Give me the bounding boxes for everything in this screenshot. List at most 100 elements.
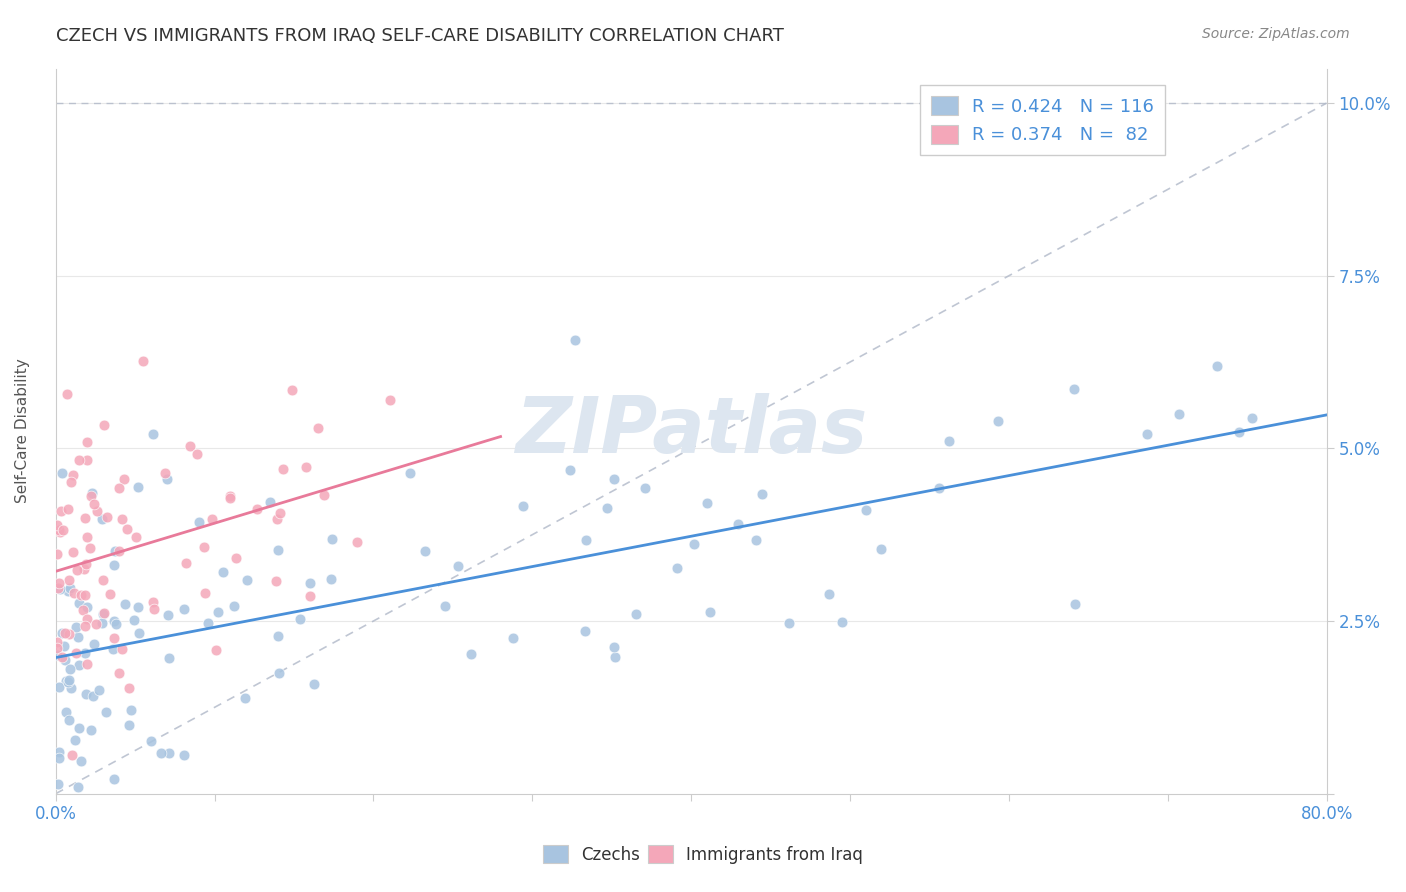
Point bbox=[413, 544, 436, 558]
Point bbox=[173, 602, 195, 616]
Point bbox=[55, 673, 77, 688]
Point bbox=[76, 530, 98, 544]
Point bbox=[267, 629, 290, 643]
Point bbox=[321, 533, 343, 547]
Point bbox=[603, 640, 626, 655]
Point bbox=[603, 650, 626, 665]
Point bbox=[288, 612, 311, 626]
Text: CZECH VS IMMIGRANTS FROM IRAQ SELF-CARE DISABILITY CORRELATION CHART: CZECH VS IMMIGRANTS FROM IRAQ SELF-CARE … bbox=[56, 27, 785, 45]
Point bbox=[264, 574, 287, 588]
Point bbox=[938, 434, 960, 448]
Point bbox=[75, 618, 97, 632]
Point bbox=[696, 496, 718, 510]
Point bbox=[104, 543, 127, 558]
Point bbox=[89, 682, 111, 697]
Point bbox=[65, 620, 87, 634]
Point bbox=[63, 733, 86, 747]
Point bbox=[59, 681, 82, 695]
Text: Source: ZipAtlas.com: Source: ZipAtlas.com bbox=[1202, 27, 1350, 41]
Point bbox=[82, 689, 104, 703]
Point bbox=[65, 646, 87, 660]
Point bbox=[575, 533, 598, 548]
Point bbox=[80, 489, 103, 503]
Point bbox=[103, 558, 125, 573]
Point bbox=[633, 481, 655, 495]
Point bbox=[67, 596, 90, 610]
Point bbox=[200, 511, 222, 525]
Point bbox=[298, 589, 321, 603]
Point bbox=[346, 535, 368, 549]
Point bbox=[66, 780, 89, 794]
Point bbox=[273, 462, 295, 476]
Point bbox=[59, 662, 82, 676]
Point bbox=[79, 541, 101, 555]
Point bbox=[73, 588, 96, 602]
Point bbox=[682, 536, 704, 550]
Point bbox=[259, 495, 281, 509]
Point bbox=[52, 523, 75, 537]
Point bbox=[46, 635, 69, 649]
Point bbox=[378, 392, 401, 407]
Point bbox=[76, 452, 98, 467]
Point bbox=[666, 561, 689, 575]
Point bbox=[53, 653, 76, 667]
Y-axis label: Self-Care Disability: Self-Care Disability bbox=[15, 359, 30, 503]
Point bbox=[512, 499, 534, 513]
Point bbox=[76, 657, 98, 672]
Point bbox=[86, 504, 108, 518]
Point bbox=[93, 606, 115, 620]
Point bbox=[48, 525, 70, 540]
Point bbox=[51, 626, 73, 640]
Point bbox=[1241, 410, 1264, 425]
Point bbox=[218, 491, 240, 505]
Point bbox=[91, 512, 114, 526]
Point bbox=[574, 624, 596, 639]
Point bbox=[75, 687, 97, 701]
Legend: R = 0.424   N = 116, R = 0.374   N =  82: R = 0.424 N = 116, R = 0.374 N = 82 bbox=[920, 85, 1166, 155]
Point bbox=[73, 511, 96, 525]
Point bbox=[153, 466, 176, 480]
Point bbox=[58, 501, 80, 516]
Point bbox=[1227, 425, 1250, 439]
Point bbox=[212, 565, 235, 579]
Point bbox=[103, 631, 125, 645]
Point bbox=[269, 506, 291, 520]
Point bbox=[69, 589, 91, 603]
Point bbox=[298, 576, 321, 591]
Point bbox=[49, 582, 72, 597]
Point bbox=[314, 487, 336, 501]
Point bbox=[1136, 426, 1159, 441]
Point bbox=[928, 481, 950, 495]
Point bbox=[45, 547, 67, 561]
Point bbox=[107, 665, 129, 680]
Point bbox=[103, 614, 125, 628]
Point bbox=[55, 705, 77, 719]
Point bbox=[142, 595, 165, 609]
Point bbox=[46, 581, 69, 595]
Point bbox=[56, 584, 79, 599]
Point bbox=[66, 630, 89, 644]
Point bbox=[307, 420, 329, 434]
Point bbox=[173, 747, 195, 762]
Point bbox=[107, 481, 129, 495]
Point bbox=[58, 573, 80, 587]
Point bbox=[831, 615, 853, 629]
Point bbox=[197, 616, 219, 631]
Point bbox=[52, 639, 75, 653]
Point bbox=[120, 703, 142, 717]
Point bbox=[62, 468, 84, 483]
Point bbox=[245, 502, 267, 516]
Point bbox=[1063, 382, 1085, 396]
Point bbox=[149, 747, 172, 761]
Point bbox=[624, 607, 647, 621]
Point bbox=[193, 586, 215, 600]
Point bbox=[101, 641, 124, 656]
Point bbox=[110, 641, 132, 656]
Point bbox=[751, 486, 773, 500]
Point bbox=[987, 414, 1010, 428]
Point bbox=[67, 453, 90, 467]
Point bbox=[51, 650, 73, 665]
Point bbox=[818, 587, 841, 601]
Point bbox=[225, 551, 247, 566]
Point bbox=[321, 572, 343, 586]
